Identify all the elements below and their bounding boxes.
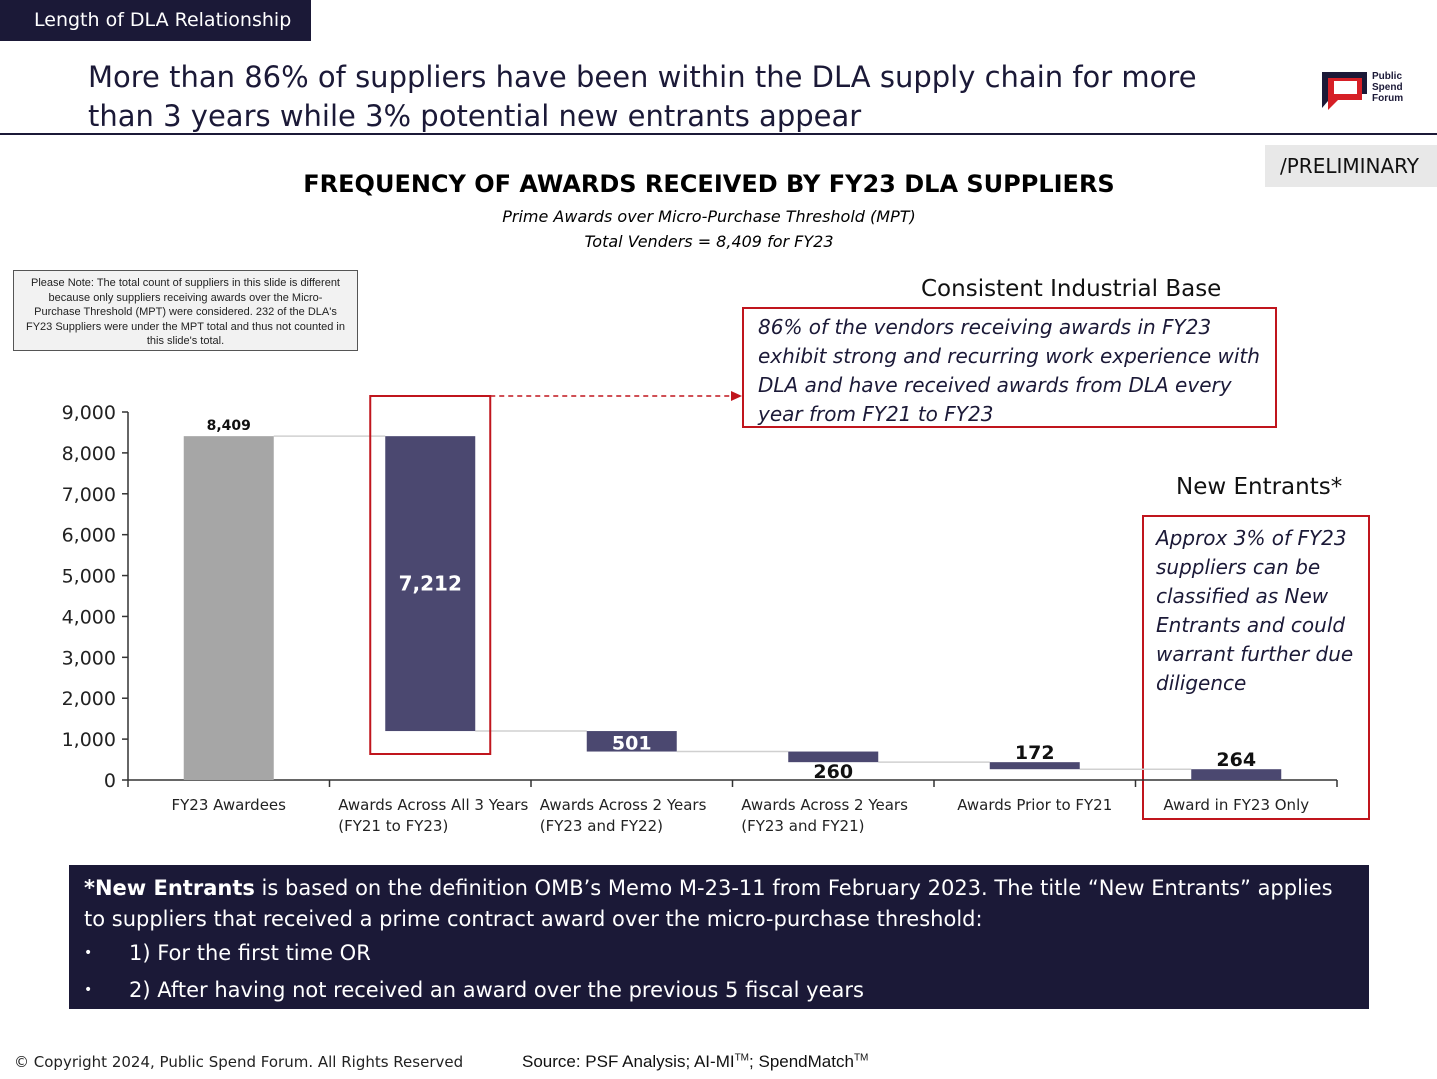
logo-word: Spend [1372,82,1403,93]
consistent-base-title: Consistent Industrial Base [921,276,1222,302]
bar-value-label: 264 [1216,749,1256,771]
y-tick-label: 1,000 [62,729,116,751]
trademark-mark: TM [734,1052,750,1064]
x-category-label: Awards Prior to FY21 [957,796,1112,814]
y-tick-label: 9,000 [62,402,116,424]
y-tick-label: 5,000 [62,566,116,588]
bar [989,762,1080,770]
definition-bullet: 2) After having not received an award ov… [84,972,1354,1009]
y-tick-label: 8,000 [62,443,116,465]
copyright-text: © Copyright 2024, Public Spend Forum. Al… [14,1053,464,1071]
trademark-mark: TM [853,1052,869,1064]
source-mid: ; SpendMatch [749,1052,854,1071]
new-entrants-title: New Entrants* [1176,474,1343,500]
logo-word: Forum [1372,93,1404,104]
bar-value-label: 7,212 [399,572,462,596]
x-category-label: (FY21 to FY23) [338,817,448,835]
y-tick-label: 4,000 [62,606,116,628]
definition-text: is based on the definition OMB’s Memo M-… [84,876,1333,931]
bar [586,731,677,752]
bar-value-label: 501 [612,733,652,755]
arrow-head [731,391,742,401]
new-entrants-callout: Approx 3% of FY23 suppliers can be class… [1142,515,1370,820]
logo-wordmark: Public Spend Forum [1372,71,1403,104]
chart-subtitle: Prime Awards over Micro-Purchase Thresho… [502,207,916,226]
x-category-label: (FY23 and FY21) [741,817,864,835]
note-box: Please Note: The total count of supplier… [13,270,358,351]
bar [1191,769,1282,780]
x-category-label: Award in FY23 Only [1163,796,1309,814]
public-spend-forum-logo [1322,72,1367,110]
new-entrants-definition: *New Entrants is based on the definition… [69,865,1369,1009]
y-tick-label: 0 [104,770,116,792]
slide-headline: More than 86% of suppliers have been wit… [88,60,1197,133]
bar-value-label: 8,409 [207,418,251,434]
definition-term: *New Entrants [84,876,255,900]
source-text: Source: PSF Analysis; AI-MITM; SpendMatc… [522,1052,868,1072]
bar-value-label: 260 [813,761,853,783]
y-tick-label: 6,000 [62,525,116,547]
y-tick-label: 3,000 [62,647,116,669]
preliminary-badge: /PRELIMINARY [1265,145,1437,187]
bar-value-label: 172 [1015,742,1055,764]
waterfall-chart: 0 1,000 2,000 3,000 4,000 5,000 6,000 7,000 8,00… [62,391,1338,835]
y-tick-label: 2,000 [62,688,116,710]
bar [385,436,476,732]
chart-title: FREQUENCY OF AWARDS RECEIVED BY FY23 DLA… [303,170,1115,198]
bar [788,751,879,763]
header-divider [0,133,1437,135]
source-prefix: Source: PSF Analysis; AI-MI [522,1052,735,1071]
definition-bullet: 1) For the first time OR [84,935,1354,972]
x-category-label: Awards Across 2 Years [741,796,908,814]
x-category-label: Awards Across All 3 Years [338,796,528,814]
y-tick-label: 7,000 [62,484,116,506]
logo-word: Public [1372,71,1403,82]
consistent-base-callout: 86% of the vendors receiving awards in F… [742,307,1277,428]
x-category-label: FY23 Awardees [172,796,287,814]
chart-subtitle: Total Venders = 8,409 for FY23 [584,232,834,251]
x-category-label: (FY23 and FY22) [540,817,663,835]
x-category-label: Awards Across 2 Years [540,796,707,814]
section-tag: Length of DLA Relationship [0,0,311,41]
bar [183,436,274,780]
